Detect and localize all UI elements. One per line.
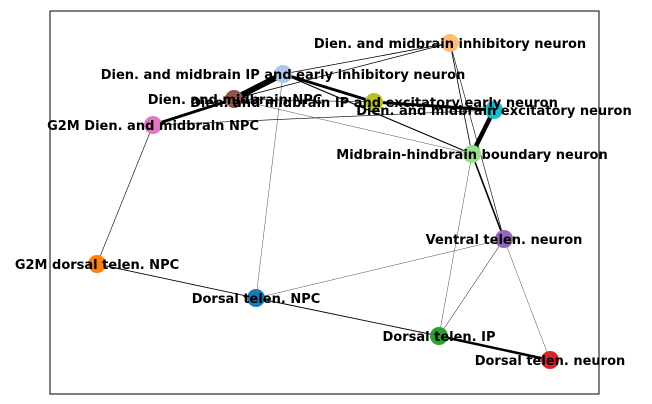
edge-dip-dneuron xyxy=(438,334,551,362)
node-mhb xyxy=(463,145,481,163)
node-ipexc xyxy=(365,93,383,111)
node-exc xyxy=(485,101,503,119)
edge-ipexc-exc xyxy=(373,100,495,112)
node-label-exc: Dien. and midbrain excitatory neuron xyxy=(356,104,632,119)
edge-ventral-dip xyxy=(438,238,505,337)
node-label-dnpc: Dorsal telen. NPC xyxy=(192,292,321,307)
edge-dnpc-ventral xyxy=(255,238,505,299)
node-label-dip: Dorsal telen. IP xyxy=(382,330,495,345)
edge-mhb-ventral xyxy=(471,153,505,240)
node-label-g2mdors: G2M dorsal telen. NPC xyxy=(15,258,179,273)
node-layer xyxy=(88,34,559,369)
node-label-ipexc: Dien. and midbrain IP and excitatory ear… xyxy=(190,96,558,111)
node-label-inh: Dien. and midbrain inhibitory neuron xyxy=(314,37,586,52)
node-dneuron xyxy=(541,351,559,369)
node-ventral xyxy=(495,230,513,248)
edge-layer xyxy=(96,42,551,362)
edge-ipinh-ipexc xyxy=(282,72,375,104)
label-layer: Dien. and midbrain inhibitory neuron Dien… xyxy=(15,37,632,369)
edge-inh-npc xyxy=(233,42,451,100)
node-inh xyxy=(441,34,459,52)
node-label-g2mdien: G2M Dien. and midbrain NPC xyxy=(47,119,259,134)
node-ipinh xyxy=(274,65,292,83)
edge-ipinh-mhb xyxy=(282,73,473,155)
node-label-dneuron: Dorsal telen. neuron xyxy=(475,354,626,369)
edge-ipinh-dnpc xyxy=(255,73,284,299)
node-dnpc xyxy=(247,289,265,307)
node-g2mdors xyxy=(88,255,106,273)
node-label-npc: Dien. and midbrain NPC xyxy=(148,93,323,108)
edge-npc-g2mdien xyxy=(152,97,235,127)
plot-frame xyxy=(49,10,600,395)
edge-g2mdien-exc xyxy=(152,109,495,126)
node-label-mhb: Midbrain-hindbrain boundary neuron xyxy=(336,148,607,163)
edge-npc-ipexc xyxy=(233,98,375,103)
edge-inh-ipinh xyxy=(282,42,451,75)
edge-npc-mhb xyxy=(233,98,473,155)
edge-inh-ventral xyxy=(449,42,505,240)
edge-dnpc-dip xyxy=(255,297,440,337)
node-label-ipinh: Dien. and midbrain IP and early inhibito… xyxy=(101,68,466,83)
edge-mhb-dip xyxy=(438,153,473,337)
edge-ipinh-npc xyxy=(232,71,285,102)
edge-inh-mhb xyxy=(449,42,473,155)
node-npc xyxy=(225,90,243,108)
node-g2mdien xyxy=(144,116,162,134)
node-label-ventral: Ventral telen. neuron xyxy=(426,233,583,248)
edge-g2mdien-g2mdors xyxy=(96,124,154,265)
edge-ventral-dneuron xyxy=(503,238,551,361)
node-dip xyxy=(430,327,448,345)
edge-g2mdors-dnpc xyxy=(96,263,257,299)
